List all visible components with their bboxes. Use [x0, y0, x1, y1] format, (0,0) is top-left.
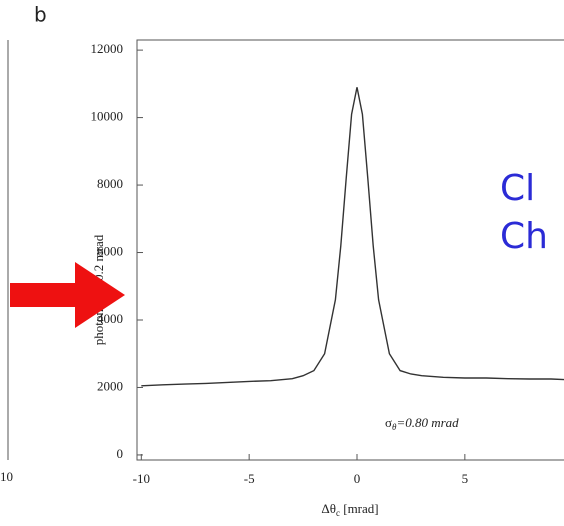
- x-axis-label: Δθc [mrad]: [321, 501, 378, 518]
- data-line: [141, 87, 564, 387]
- x-label-unit: [mrad]: [340, 501, 379, 516]
- y-tick-label: 6000: [97, 244, 123, 259]
- x-tick-label: 5: [462, 471, 469, 486]
- y-tick-label: 2000: [97, 378, 123, 393]
- annotation-symbol: σ: [385, 415, 392, 430]
- left-panel-tick: 10: [0, 469, 13, 484]
- x-tick-label: -5: [244, 471, 255, 486]
- annotation-text: =0.80 mrad: [396, 415, 459, 430]
- y-tick-label: 10000: [91, 109, 124, 124]
- slide-text: Cl: [500, 168, 535, 209]
- x-tick-label: -10: [133, 471, 150, 486]
- x-label-sub: c: [336, 508, 340, 518]
- y-tick-label: 0: [117, 446, 124, 461]
- x-tick-label: 0: [354, 471, 361, 486]
- annotation-sub: θ: [392, 422, 397, 432]
- annotation: σθ=0.80 mrad: [385, 415, 459, 432]
- y-tick-label: 8000: [97, 176, 123, 191]
- red-arrow: [10, 262, 125, 328]
- x-label-main: Δθ: [321, 501, 336, 516]
- panel-label: b: [34, 3, 47, 27]
- slide-text: Ch: [500, 216, 548, 257]
- y-tick-label: 12000: [91, 41, 124, 56]
- y-tick-label: 4000: [97, 311, 123, 326]
